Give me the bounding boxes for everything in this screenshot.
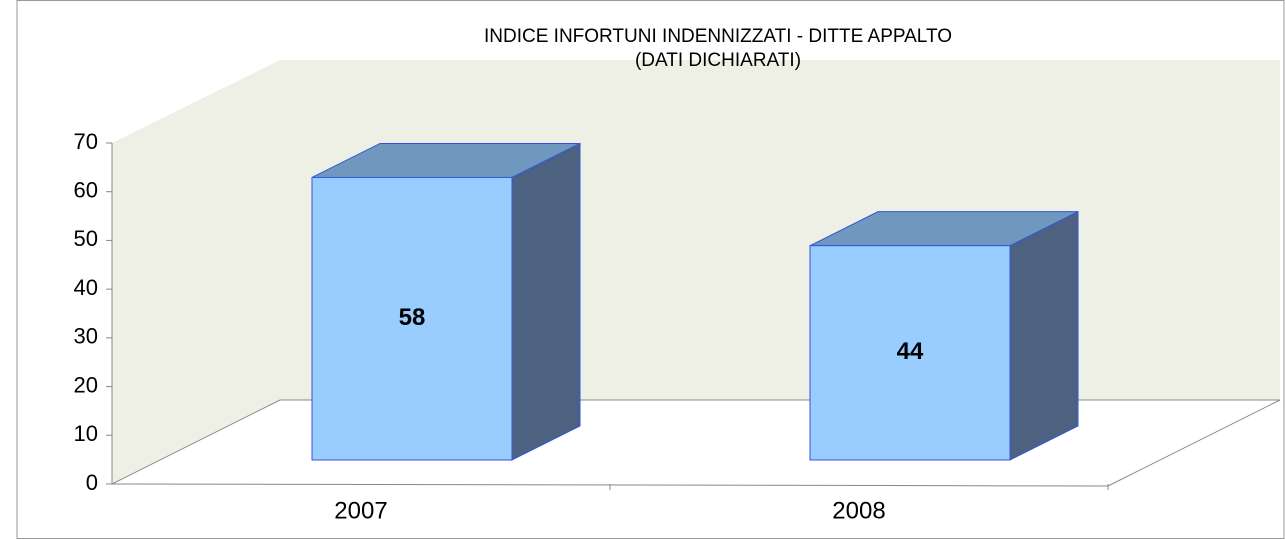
bar-side [511, 142, 581, 461]
bar [809, 245, 1011, 461]
data-label: 44 [897, 338, 924, 365]
x-tick-label: 2007 [334, 497, 387, 524]
y-tick-label: 60 [74, 178, 98, 203]
floor [112, 400, 1280, 486]
bar-side [1009, 210, 1079, 461]
floor-edge [1107, 399, 1281, 487]
y-tick-label: 70 [74, 129, 98, 154]
chart-title: (DATI DICHIARATI) [635, 50, 801, 71]
y-tick-label: 30 [74, 324, 98, 349]
y-tick-label: 10 [74, 421, 98, 446]
chart-title: INDICE INFORTUNI INDENNIZZATI - DITTE AP… [484, 26, 952, 47]
x-tick-label: 2008 [832, 497, 885, 524]
y-tick-label: 20 [74, 372, 98, 397]
y-tick-label: 0 [86, 470, 98, 495]
data-label: 58 [399, 304, 426, 331]
y-tick-label: 40 [74, 275, 98, 300]
y-tick-label: 50 [74, 226, 98, 251]
bar [311, 176, 513, 461]
